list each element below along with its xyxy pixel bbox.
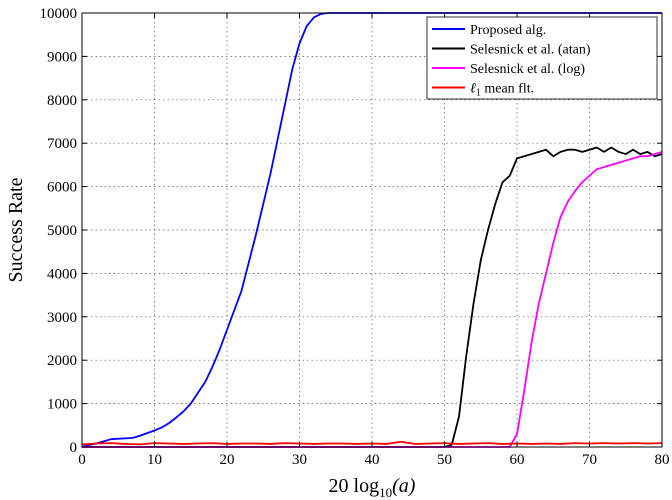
y-tick-label: 4000	[47, 266, 77, 282]
series-line-2	[82, 151, 663, 448]
x-axis-title: 20 log10(a)	[329, 475, 416, 500]
y-axis-title: Success Rate	[5, 177, 27, 282]
y-tick-label: 1000	[47, 397, 77, 413]
x-axis-title-sub: 10	[379, 485, 392, 500]
x-tick-label: 10	[147, 452, 162, 468]
y-tick-label: 9000	[47, 49, 77, 65]
y-tick-label: 0	[70, 440, 78, 456]
y-tick-label: 3000	[47, 310, 77, 326]
legend-box	[426, 16, 658, 100]
legend-label: Selesnick et al. (log)	[470, 62, 585, 77]
y-tick-label: 2000	[47, 353, 77, 369]
legend-label: ℓ1 mean flt.	[470, 82, 534, 99]
y-tick-label: 8000	[47, 93, 77, 109]
x-tick-label: 70	[582, 452, 597, 468]
y-tick-label: 5000	[47, 223, 77, 239]
x-tick-label: 80	[655, 452, 670, 468]
x-tick-label: 40	[365, 452, 380, 468]
x-axis-title-post: (a)	[392, 475, 416, 497]
x-tick-label: 30	[292, 452, 307, 468]
x-tick-label: 0	[78, 452, 86, 468]
x-axis-title-pre: 20 log	[329, 475, 380, 497]
series-line-1	[82, 146, 663, 448]
y-tick-label: 7000	[47, 136, 77, 152]
x-tick-label: 50	[437, 452, 452, 468]
legend-label: Selesnick et al. (atan)	[470, 43, 591, 58]
series-line-0	[81, 12, 662, 448]
legend-label: Proposed alg.	[470, 23, 546, 38]
tick-labels: 0 10 20 30 40 50 60 70 80 0 1000 2000 3000 4000 5000 60…	[40, 6, 670, 468]
legend: Proposed alg. Selesnick et al. (atan) Sele…	[426, 16, 658, 100]
y-tick-label: 10000	[40, 6, 78, 22]
x-tick-label: 60	[510, 452, 525, 468]
axis-ticks	[81, 12, 663, 448]
x-tick-label: 20	[220, 452, 235, 468]
y-tick-label: 6000	[47, 180, 77, 196]
